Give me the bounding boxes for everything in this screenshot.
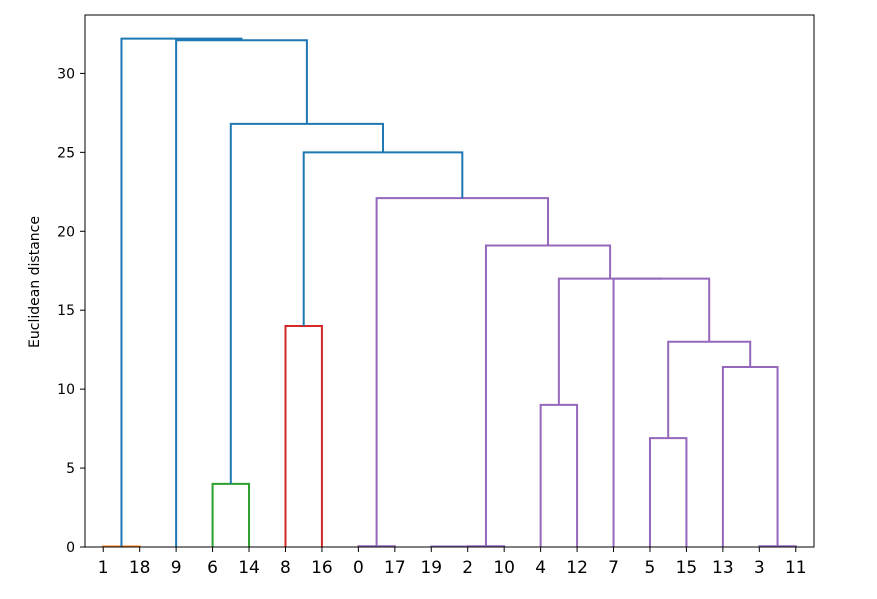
x-tick-label: 9 (171, 558, 182, 578)
x-tick-label: 6 (207, 558, 218, 578)
x-tick-label: 4 (535, 558, 546, 578)
y-tick-label: 0 (66, 540, 75, 556)
x-tick-label: 17 (384, 558, 406, 578)
dendrogram-link-13 (484, 244, 612, 547)
dendrogram-link-12 (557, 277, 662, 405)
dendrogram-link-9 (721, 366, 779, 547)
y-tick-label: 10 (57, 382, 75, 398)
dendrogram-link-11 (612, 277, 711, 547)
dendrogram-link-7 (648, 437, 688, 547)
x-tick-label: 1 (98, 558, 109, 578)
x-tick-label: 12 (566, 558, 588, 578)
x-tick-label: 15 (676, 558, 698, 578)
x-tick-label: 10 (493, 558, 515, 578)
dendrogram-link-17 (175, 39, 308, 547)
x-tick-label: 16 (311, 558, 333, 578)
dendrogram-link-16 (229, 122, 385, 484)
dendrogram-link-15 (302, 151, 464, 326)
x-axis-ticks: 1 18 9 6 14 8 16 0 17 19 2 10 4 12 7 5 15 13 3 11 (98, 547, 807, 578)
x-tick-label: 0 (353, 558, 364, 578)
dendrogram-links (102, 37, 797, 548)
dendrogram-link-1 (211, 482, 251, 547)
x-tick-label: 19 (420, 558, 442, 578)
y-tick-label: 5 (66, 461, 75, 477)
x-tick-label: 2 (462, 558, 473, 578)
dendrogram-link-2 (284, 324, 323, 547)
x-tick-label: 11 (785, 558, 807, 578)
x-tick-label: 7 (608, 558, 619, 578)
plot-frame (84, 14, 815, 548)
y-tick-label: 30 (57, 66, 75, 82)
y-axis-label: Euclidean distance (27, 216, 43, 348)
dendrogram-link-18 (120, 37, 243, 547)
y-axis-ticks: 0 5 10 15 20 25 30 (57, 66, 85, 556)
y-tick-label: 20 (57, 224, 75, 240)
x-tick-label: 5 (645, 558, 656, 578)
y-tick-label: 25 (57, 145, 75, 161)
x-tick-label: 13 (712, 558, 734, 578)
dendrogram-link-10 (667, 340, 752, 439)
x-tick-label: 14 (238, 558, 260, 578)
x-tick-label: 8 (280, 558, 291, 578)
x-tick-label: 3 (754, 558, 765, 578)
x-tick-label: 18 (129, 558, 151, 578)
dendrogram-link-14 (375, 197, 550, 547)
dendrogram-link-6 (539, 403, 579, 547)
y-tick-label: 15 (57, 303, 75, 319)
